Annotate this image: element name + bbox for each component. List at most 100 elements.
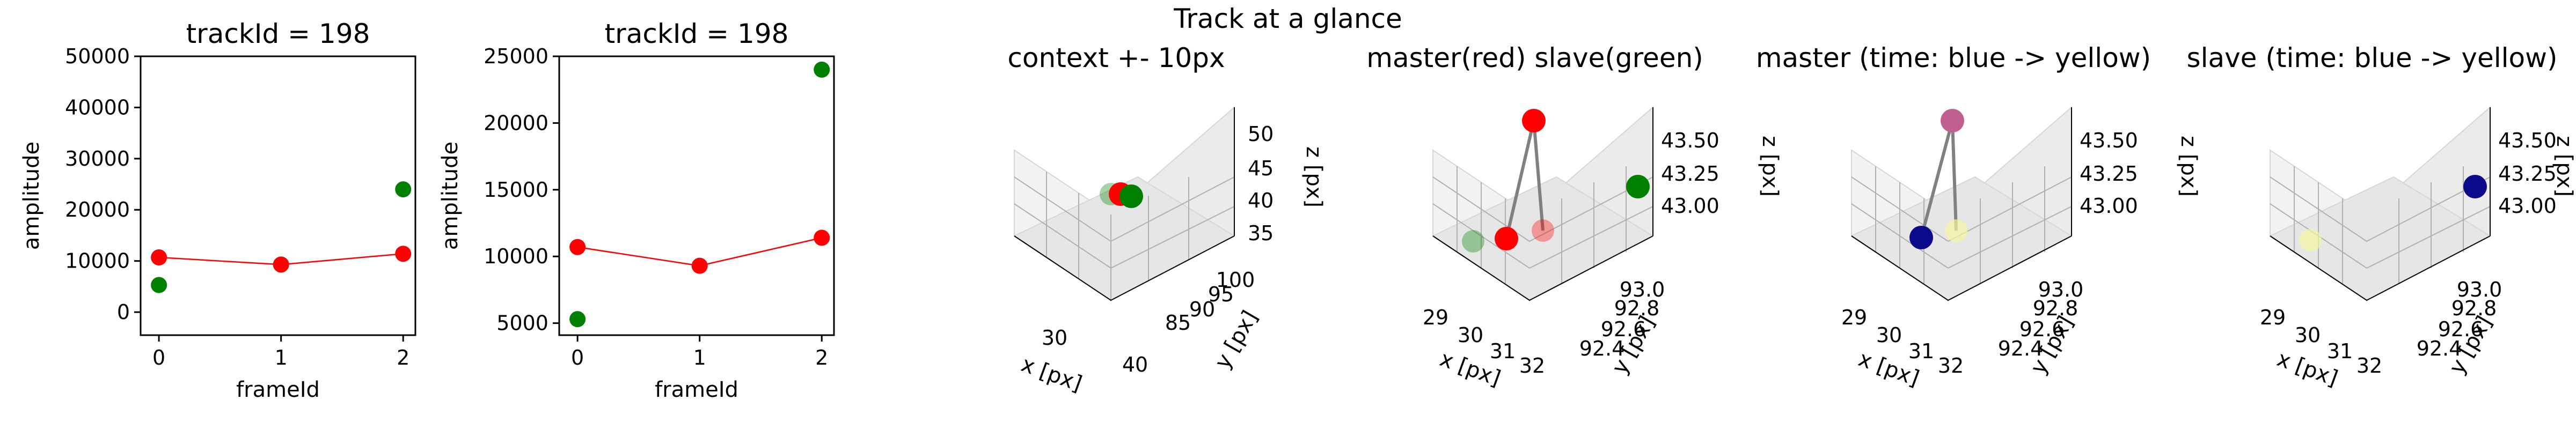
- xtick-label: 1: [693, 346, 706, 369]
- ytick-label: 30000: [65, 147, 130, 171]
- master-slave-ztick-43-50: 43.50: [1661, 129, 1719, 152]
- master-slave-ytick-92-4: 92.4: [1579, 337, 1625, 360]
- ytick-label: 40000: [65, 95, 130, 119]
- slave-time-axes: [2270, 107, 2491, 301]
- series-0-point: [569, 239, 586, 255]
- master-time-xtick-31: 31: [1908, 339, 1934, 363]
- slave-time-point-late: [2299, 229, 2322, 252]
- context-ytick-90: 90: [1189, 298, 1215, 321]
- context-point-green: [1119, 184, 1143, 208]
- plot-1-ylabel: amplitude: [19, 142, 44, 250]
- master-time-ztick-43-25: 43.25: [2080, 162, 2138, 186]
- master-slave-xtick-32: 32: [1519, 354, 1545, 378]
- master-time-3d-plot: master (time: blue -> yellow) 29 30 31 3…: [1756, 42, 2201, 391]
- master-slave-xtick-29: 29: [1423, 306, 1448, 329]
- series-0-point: [395, 246, 412, 262]
- master-time-plot-title: master (time: blue -> yellow): [1756, 42, 2151, 73]
- series-0-point: [814, 230, 830, 246]
- master-slave-ytick-92-8: 92.8: [1614, 297, 1660, 320]
- master-slave-ytick-93-0: 93.0: [1620, 278, 1665, 301]
- context-xtick-40: 40: [1122, 353, 1148, 376]
- context-ztick-50: 50: [1248, 122, 1274, 146]
- slave-time-zlabel: z [px]: [2552, 136, 2576, 197]
- plot-2-xlabel: frameId: [655, 378, 738, 402]
- plot-2-ylabel: amplitude: [438, 142, 463, 250]
- slave-time-ytick-92-4: 92.4: [2417, 337, 2462, 360]
- slave-time-xtick-32: 32: [2357, 354, 2382, 378]
- master-time-ytick-92-6: 92.6: [2019, 317, 2065, 341]
- master-slave-point-red-2: [1522, 109, 1546, 132]
- slave-time-point-early: [2463, 175, 2487, 198]
- xtick-label: 2: [397, 346, 409, 369]
- master-slave-xtick-31: 31: [1490, 339, 1516, 363]
- plot-1-xlabel: frameId: [236, 378, 320, 402]
- ytick-label: 50000: [65, 45, 130, 68]
- master-slave-point-red-1: [1495, 227, 1518, 250]
- master-time-ytick-93-0: 93.0: [2038, 278, 2084, 301]
- amplitude-plot-1: trackId = 198 0 1 2 0 10000 20000 30000 40000 50…: [19, 18, 416, 402]
- context-ytick-100: 100: [1216, 268, 1255, 292]
- master-time-point-mid: [1941, 109, 1964, 132]
- context-ztick-45: 45: [1248, 157, 1274, 180]
- series-0-point: [273, 256, 289, 273]
- series-1-point: [395, 181, 412, 198]
- slave-time-xtick-31: 31: [2327, 339, 2353, 363]
- master-time-xtick-29: 29: [1841, 306, 1867, 329]
- plot-2-frame: [558, 55, 835, 336]
- context-xtick-30: 30: [1042, 326, 1067, 350]
- master-slave-xtick-30: 30: [1458, 323, 1483, 347]
- series-0-point: [691, 257, 708, 274]
- context-ztick-35: 35: [1248, 221, 1274, 245]
- slave-time-xtick-29: 29: [2260, 306, 2286, 329]
- context-ytick-85: 85: [1165, 311, 1191, 335]
- context-ylabel: y [px]: [1210, 306, 1263, 373]
- slave-time-ytick-93-0: 93.0: [2457, 278, 2502, 301]
- context-xlabel: x [px]: [1018, 352, 1085, 396]
- ytick-label: 10000: [65, 249, 130, 273]
- series-0-point: [151, 249, 167, 265]
- slave-time-3d-plot: slave (time: blue -> yellow) 29 30 31 32…: [2187, 42, 2576, 391]
- slave-time-ztick-43-25: 43.25: [2498, 162, 2557, 186]
- ytick-label: 10000: [484, 245, 548, 268]
- context-gridlines: [1014, 172, 1235, 300]
- context-3d-plot: context +- 10px 30 40 85 90 95 100 50 45…: [1007, 42, 1326, 396]
- master-time-point-early: [1909, 226, 1933, 249]
- context-plot-title: context +- 10px: [1007, 42, 1225, 73]
- master-time-ztick-43-00: 43.00: [2080, 194, 2138, 218]
- context-zlabel: z [px]: [1301, 146, 1326, 208]
- plot-1-marks: [151, 181, 412, 293]
- slave-time-ztick-43-00: 43.00: [2498, 194, 2557, 218]
- ytick-label: 15000: [484, 178, 548, 202]
- slave-time-plot-title: slave (time: blue -> yellow): [2187, 42, 2558, 73]
- master-slave-ztick-43-00: 43.00: [1661, 194, 1719, 218]
- series-1-point: [151, 277, 167, 293]
- plot-1-title: trackId = 198: [186, 18, 370, 49]
- ytick-label: 25000: [484, 45, 548, 68]
- plot-1-ticks: 0 1 2 0 10000 20000 30000 40000 50000: [65, 45, 409, 369]
- master-slave-point-red-faded: [1532, 219, 1554, 242]
- series-1-point: [569, 311, 586, 328]
- xtick-label: 1: [275, 346, 288, 369]
- ytick-label: 0: [117, 300, 130, 324]
- master-slave-axes: [1432, 107, 1653, 301]
- figure-suptitle: Track at a glance: [1173, 3, 1402, 34]
- amplitude-plot-2: trackId = 198 0 1 250001000015000200002500…: [438, 18, 835, 402]
- plot-1-frame: [140, 55, 416, 336]
- xtick-label: 0: [152, 346, 165, 369]
- master-time-zlabel: z [px]: [2176, 136, 2201, 197]
- plot-2-marks: [569, 61, 830, 328]
- plot-2-title: trackId = 198: [605, 18, 789, 49]
- xtick-label: 2: [815, 346, 828, 369]
- master-slave-ytick-92-6: 92.6: [1601, 317, 1646, 341]
- master-time-ytick-92-8: 92.8: [2033, 297, 2079, 320]
- slave-time-ytick-92-6: 92.6: [2438, 317, 2484, 341]
- master-slave-3d-plot: master(red) slave(green) 29 30 31 32 92.…: [1366, 42, 1782, 391]
- master-slave-point-green: [1626, 175, 1650, 198]
- context-ztick-40: 40: [1248, 189, 1274, 212]
- master-slave-plot-title: master(red) slave(green): [1366, 42, 1703, 73]
- xtick-label: 0: [571, 346, 584, 369]
- master-time-ztick-43-50: 43.50: [2080, 129, 2138, 152]
- context-axes: [1014, 107, 1235, 301]
